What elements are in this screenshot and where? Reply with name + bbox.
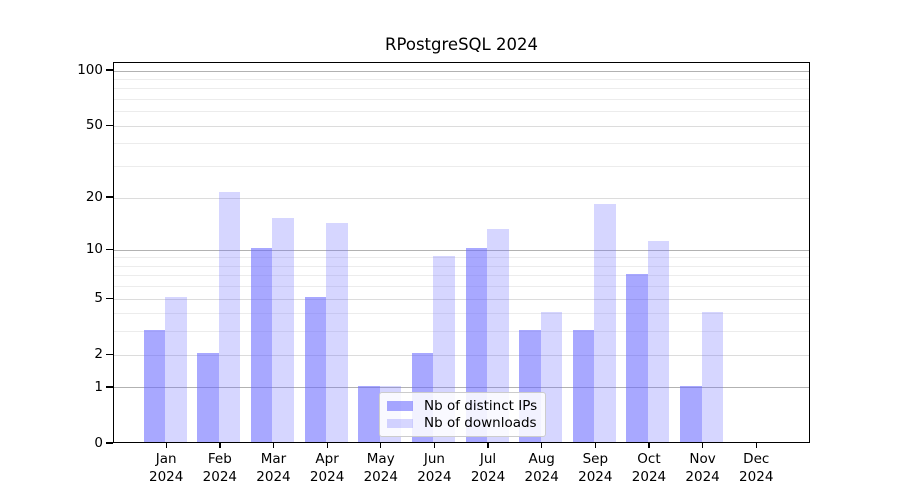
legend-swatch-downloads <box>387 418 413 428</box>
x-tick-label-apr: Apr 2024 <box>309 451 345 485</box>
gridline-1 <box>114 387 809 389</box>
bar-distinct-ips <box>143 330 166 442</box>
y-tick-100 <box>105 69 113 71</box>
x-tick-label-jun: Jun 2024 <box>417 451 452 485</box>
y-tick-1 <box>105 386 113 388</box>
y-tick-5 <box>105 297 113 299</box>
bar-distinct-ips <box>572 330 595 442</box>
x-tick-aug <box>541 443 543 448</box>
bar-downloads <box>647 241 670 442</box>
bar-downloads <box>701 311 724 442</box>
x-tick-apr <box>326 443 328 448</box>
bar-downloads <box>165 297 187 442</box>
x-tick-oct <box>648 443 650 448</box>
gridline-40 <box>114 143 809 145</box>
plot-area <box>113 62 810 443</box>
bar-downloads <box>594 204 616 442</box>
legend: Nb of distinct IPs Nb of downloads <box>379 392 546 437</box>
legend-swatch-distinct-ips <box>387 401 413 411</box>
bar-downloads <box>487 228 509 442</box>
x-tick-sep <box>594 443 597 448</box>
gridline-90 <box>114 79 809 81</box>
gridline-100 <box>114 70 809 72</box>
x-tick-label-dec: Dec 2024 <box>739 451 774 485</box>
gridline-4 <box>114 313 809 315</box>
bar-downloads <box>540 311 563 442</box>
y-tick-50 <box>105 124 113 126</box>
x-tick-label-mar: Mar 2024 <box>256 451 291 485</box>
x-tick-label-sep: Sep 2024 <box>578 451 613 485</box>
x-tick-mar <box>272 443 275 448</box>
gridline-8 <box>114 265 809 267</box>
x-tick-jul <box>487 443 489 448</box>
y-tick-2 <box>105 353 113 355</box>
x-tick-label-feb: Feb 2024 <box>202 451 237 485</box>
x-tick-nov <box>702 443 704 448</box>
x-tick-jan <box>165 443 167 448</box>
legend-label-distinct-ips: Nb of distinct IPs <box>424 397 538 414</box>
y-tick-0 <box>105 442 113 444</box>
bar-downloads <box>218 192 241 442</box>
y-tick-label: 0 <box>94 435 103 451</box>
gridline-20 <box>114 197 809 199</box>
chart-title: RPostgreSQL 2024 <box>385 35 538 54</box>
y-tick-label: 20 <box>85 189 103 205</box>
y-tick-label: 100 <box>77 62 103 79</box>
gridline-50 <box>114 125 809 127</box>
y-tick-label: 10 <box>85 241 103 258</box>
x-tick-label-jan: Jan 2024 <box>149 451 184 485</box>
legend-item-downloads: Nb of downloads <box>387 415 538 432</box>
y-tick-20 <box>105 196 113 198</box>
gridline-70 <box>114 99 809 101</box>
gridline-2 <box>114 354 809 356</box>
x-tick-may <box>380 443 382 448</box>
gridline-3 <box>114 331 809 333</box>
gridline-7 <box>114 275 809 277</box>
bar-distinct-ips <box>250 248 273 442</box>
x-tick-label-aug: Aug 2024 <box>524 451 559 485</box>
x-tick-feb <box>219 443 221 448</box>
bar-distinct-ips <box>626 273 648 442</box>
gridline-10 <box>114 249 809 251</box>
gridline-9 <box>114 257 809 259</box>
gridline-6 <box>114 286 809 288</box>
x-tick-label-oct: Oct 2024 <box>631 451 667 485</box>
x-tick-label-nov: Nov 2024 <box>685 451 720 485</box>
gridline-30 <box>114 166 809 168</box>
bar-distinct-ips <box>304 297 327 442</box>
legend-item-distinct-ips: Nb of distinct IPs <box>387 397 538 414</box>
bar-distinct-ips <box>680 386 702 442</box>
y-tick-label: 5 <box>94 290 103 307</box>
gridline-80 <box>114 88 809 90</box>
bar-distinct-ips <box>197 353 219 442</box>
y-tick-10 <box>105 248 113 250</box>
x-tick-dec <box>755 443 757 448</box>
legend-label-downloads: Nb of downloads <box>424 415 537 432</box>
bar-downloads <box>326 223 348 442</box>
y-tick-label: 1 <box>94 378 103 395</box>
bar-distinct-ips <box>358 386 380 442</box>
gridline-60 <box>114 111 809 113</box>
x-tick-label-may: May 2024 <box>363 451 398 485</box>
y-tick-label: 50 <box>85 117 103 134</box>
bar-downloads <box>272 217 294 442</box>
x-tick-jun <box>433 443 436 448</box>
x-tick-label-jul: Jul 2024 <box>470 451 506 485</box>
gridline-5 <box>114 298 809 300</box>
y-tick-label: 2 <box>94 346 103 363</box>
